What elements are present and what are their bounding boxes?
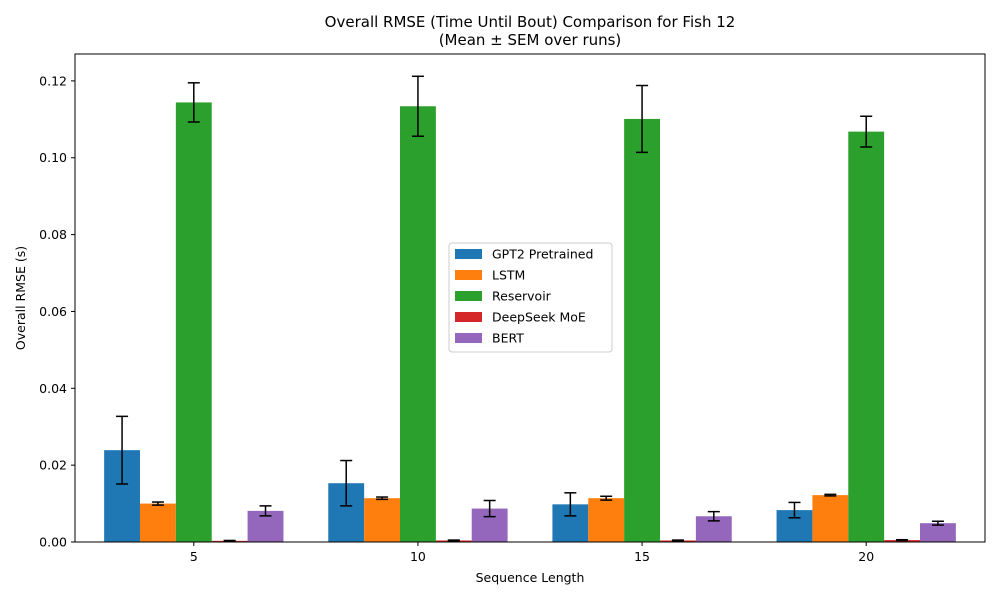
x-tick-label: 15 bbox=[634, 549, 650, 564]
legend-swatch bbox=[455, 249, 482, 259]
bar bbox=[588, 498, 625, 542]
x-tick-label: 5 bbox=[190, 549, 198, 564]
y-tick-label: 0.08 bbox=[39, 227, 67, 242]
legend-label: LSTM bbox=[492, 268, 525, 283]
bar bbox=[364, 498, 400, 542]
y-tick-label: 0.04 bbox=[39, 381, 67, 396]
bar bbox=[175, 102, 212, 543]
chart-title-line2: (Mean ± SEM over runs) bbox=[439, 31, 622, 49]
y-axis: 0.00 0.02 0.04 0.06 0.08 0.10 0.12 bbox=[39, 73, 75, 550]
bar bbox=[624, 118, 660, 542]
legend-label: BERT bbox=[492, 331, 524, 346]
legend-label: GPT2 Pretrained bbox=[492, 247, 593, 262]
y-tick-label: 0.06 bbox=[39, 304, 67, 319]
bar bbox=[848, 131, 885, 542]
plot-frame bbox=[74, 53, 986, 543]
y-tick-label: 0.00 bbox=[39, 535, 67, 550]
y-tick-label: 0.10 bbox=[39, 150, 67, 165]
y-tick-label: 0.02 bbox=[39, 458, 67, 473]
legend-box bbox=[448, 242, 613, 353]
legend-swatch bbox=[455, 312, 482, 322]
bar bbox=[400, 106, 436, 542]
bar bbox=[812, 495, 849, 542]
bar bbox=[140, 503, 176, 542]
legend-swatch bbox=[455, 270, 482, 280]
y-axis-label: Overall RMSE (s) bbox=[13, 246, 28, 350]
legend-label: DeepSeek MoE bbox=[492, 310, 586, 325]
x-axis: 5 10 15 20 bbox=[190, 542, 874, 564]
legend: GPT2 Pretrained LSTM Reservoir DeepSeek MoE… bbox=[448, 242, 613, 353]
chart-title-line1: Overall RMSE (Time Until Bout) Compariso… bbox=[325, 13, 736, 31]
y-tick-label: 0.12 bbox=[39, 73, 67, 88]
legend-swatch bbox=[455, 291, 482, 301]
legend-label: Reservoir bbox=[492, 289, 552, 304]
legend-swatch bbox=[455, 333, 482, 343]
bars-group bbox=[104, 102, 956, 543]
x-axis-label: Sequence Length bbox=[476, 570, 585, 585]
bar bbox=[920, 523, 956, 542]
error-bars-group bbox=[116, 75, 944, 542]
x-tick-label: 20 bbox=[858, 549, 874, 564]
x-tick-label: 10 bbox=[410, 549, 426, 564]
